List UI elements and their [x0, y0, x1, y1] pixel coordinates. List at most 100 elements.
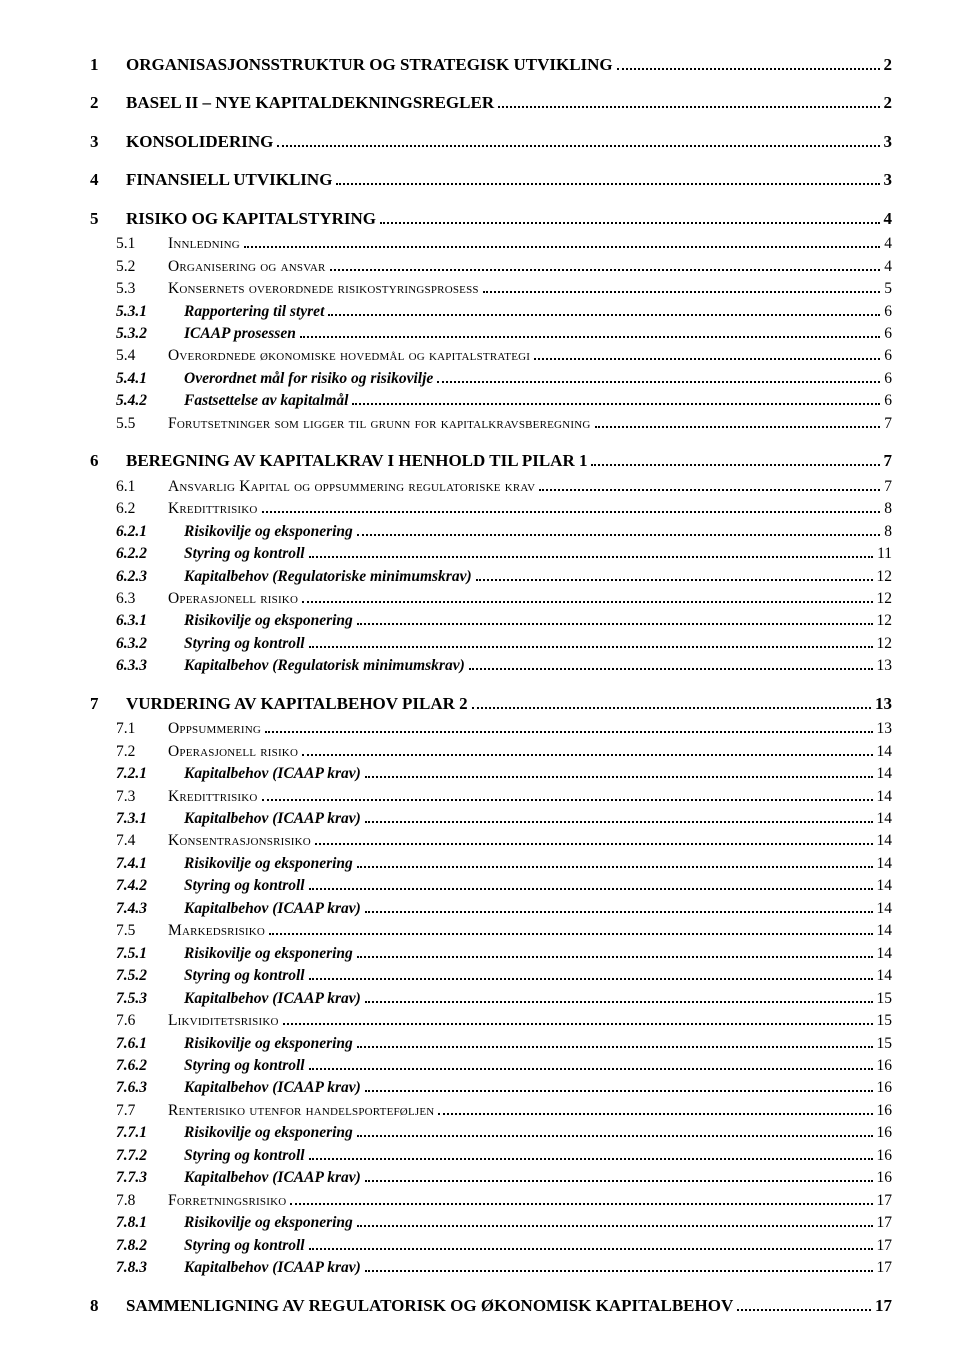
toc-entry-number: 5.3.2 — [116, 324, 184, 344]
toc-entry[interactable]: 4FINANSIELL UTVIKLING3 — [90, 169, 892, 191]
toc-entry-page: 14 — [875, 854, 893, 874]
toc-entry[interactable]: 7VURDERING AV KAPITALBEHOV PILAR 213 — [90, 693, 892, 715]
toc-entry[interactable]: 7.3Kredittrisiko14 — [90, 787, 892, 807]
toc-entry[interactable]: 7.6.1Risikovilje og eksponering15 — [90, 1034, 892, 1054]
toc-entry[interactable]: 7.7.3Kapitalbehov (ICAAP krav)16 — [90, 1168, 892, 1188]
toc-entry[interactable]: 7.8.2Styring og kontroll17 — [90, 1236, 892, 1256]
toc-entry[interactable]: 7.6.3Kapitalbehov (ICAAP krav)16 — [90, 1078, 892, 1098]
toc-entry[interactable]: 6.2.3Kapitalbehov (Regulatoriske minimum… — [90, 567, 892, 587]
toc-entry[interactable]: 5.3Konsernets overordnede risikostyrings… — [90, 279, 892, 299]
toc-entry[interactable]: 6.2.1Risikovilje og eksponering8 — [90, 522, 892, 542]
toc-entry[interactable]: 7.5.3Kapitalbehov (ICAAP krav)15 — [90, 989, 892, 1009]
toc-entry-number: 5.4.1 — [116, 369, 184, 389]
toc-entry[interactable]: 7.7.2Styring og kontroll16 — [90, 1146, 892, 1166]
toc-entry[interactable]: 6.1Ansvarlig Kapital og oppsummering reg… — [90, 477, 892, 497]
toc-leader-dots — [269, 923, 872, 935]
toc-entry-page: 12 — [875, 567, 893, 587]
toc-entry-title: Styring og kontroll — [184, 966, 305, 986]
toc-entry[interactable]: 7.8.1Risikovilje og eksponering17 — [90, 1213, 892, 1233]
toc-entry[interactable]: 7.7.1Risikovilje og eksponering16 — [90, 1123, 892, 1143]
toc-leader-dots — [302, 591, 872, 603]
toc-entry[interactable]: 6.2Kredittrisiko8 — [90, 499, 892, 519]
toc-entry-page: 3 — [882, 169, 893, 191]
toc-entry[interactable]: 7.5.1Risikovilje og eksponering14 — [90, 944, 892, 964]
toc-entry[interactable]: 7.4.3Kapitalbehov (ICAAP krav)14 — [90, 899, 892, 919]
toc-entry[interactable]: 3KONSOLIDERING3 — [90, 131, 892, 153]
toc-entry[interactable]: 7.6.2Styring og kontroll16 — [90, 1056, 892, 1076]
toc-entry-number: 7.8.1 — [116, 1213, 184, 1233]
toc-entry-title: Kapitalbehov (ICAAP krav) — [184, 1078, 361, 1098]
toc-leader-dots — [438, 1103, 872, 1115]
toc-entry-page: 14 — [875, 921, 893, 941]
toc-entry[interactable]: 7.6Likviditetsrisiko15 — [90, 1011, 892, 1031]
toc-entry[interactable]: 7.5.2Styring og kontroll14 — [90, 966, 892, 986]
toc-entry[interactable]: 7.3.1Kapitalbehov (ICAAP krav)14 — [90, 809, 892, 829]
toc-entry-number: 7.4 — [116, 831, 168, 851]
toc-entry-number: 7.8 — [116, 1191, 168, 1211]
toc-leader-dots — [357, 856, 873, 868]
toc-entry[interactable]: 7.8.3Kapitalbehov (ICAAP krav)17 — [90, 1258, 892, 1278]
toc-entry-number: 5.2 — [116, 257, 168, 277]
toc-entry[interactable]: 8SAMMENLIGNING AV REGULATORISK OG ØKONOM… — [90, 1295, 892, 1317]
toc-entry-title: Likviditetsrisiko — [168, 1011, 279, 1031]
toc-leader-dots — [315, 833, 873, 845]
toc-entry-title: Risikovilje og eksponering — [184, 1123, 353, 1143]
toc-entry[interactable]: 5.4.1Overordnet mål for risiko og risiko… — [90, 369, 892, 389]
toc-entry[interactable]: 7.1Oppsummering13 — [90, 719, 892, 739]
toc-leader-dots — [357, 1215, 873, 1227]
toc-entry-title: ICAAP prosessen — [184, 324, 296, 344]
toc-entry[interactable]: 2BASEL II – NYE KAPITALDEKNINGSREGLER2 — [90, 92, 892, 114]
toc-entry[interactable]: 7.8Forretningsrisiko17 — [90, 1191, 892, 1211]
toc-entry[interactable]: 7.7Renterisiko utenfor handelsportefølje… — [90, 1101, 892, 1121]
toc-entry[interactable]: 7.5Markedsrisiko14 — [90, 921, 892, 941]
toc-entry-page: 2 — [882, 54, 893, 76]
toc-entry[interactable]: 7.4.2Styring og kontroll14 — [90, 876, 892, 896]
toc-entry[interactable]: 6BEREGNING AV KAPITALKRAV I HENHOLD TIL … — [90, 450, 892, 472]
toc-entry[interactable]: 5.1Innledning4 — [90, 234, 892, 254]
toc-entry[interactable]: 7.4.1Risikovilje og eksponering14 — [90, 854, 892, 874]
toc-entry[interactable]: 5.5Forutsetninger som ligger til grunn f… — [90, 414, 892, 434]
toc-entry-title: Kapitalbehov (ICAAP krav) — [184, 899, 361, 919]
toc-entry-number: 2 — [90, 92, 126, 114]
toc-entry-title: RISIKO OG KAPITALSTYRING — [126, 208, 376, 230]
toc-entry[interactable]: 1ORGANISASJONSSTRUKTUR OG STRATEGISK UTV… — [90, 54, 892, 76]
toc-entry-number: 7.2.1 — [116, 764, 184, 784]
toc-entry[interactable]: 7.2.1Kapitalbehov (ICAAP krav)14 — [90, 764, 892, 784]
toc-entry-number: 7.5.3 — [116, 989, 184, 1009]
toc-entry-number: 7.4.1 — [116, 854, 184, 874]
toc-leader-dots — [357, 946, 873, 958]
toc-entry-page: 16 — [875, 1123, 893, 1143]
toc-entry[interactable]: 7.4Konsentrasjonsrisiko14 — [90, 831, 892, 851]
toc-entry[interactable]: 5.4Overordnede økonomiske hovedmål og ka… — [90, 346, 892, 366]
toc-entry-title: Oppsummering — [168, 719, 261, 739]
toc-entry-number: 5.4 — [116, 346, 168, 366]
toc-entry-number: 7.6.3 — [116, 1078, 184, 1098]
toc-entry-page: 6 — [882, 391, 892, 411]
toc-entry-title: Kapitalbehov (ICAAP krav) — [184, 809, 361, 829]
toc-leader-dots — [300, 326, 880, 338]
toc-entry[interactable]: 5.4.2Fastsettelse av kapitalmål6 — [90, 391, 892, 411]
toc-entry-title: Kapitalbehov (ICAAP krav) — [184, 1258, 361, 1278]
toc-entry[interactable]: 6.2.2Styring og kontroll11 — [90, 544, 892, 564]
toc-leader-dots — [309, 878, 873, 890]
toc-entry[interactable]: 5RISIKO OG KAPITALSTYRING4 — [90, 208, 892, 230]
toc-entry-title: Styring og kontroll — [184, 1056, 305, 1076]
toc-entry[interactable]: 5.3.2ICAAP prosessen6 — [90, 324, 892, 344]
toc-entry-title: Risikovilje og eksponering — [184, 522, 353, 542]
toc-entry[interactable]: 5.3.1Rapportering til styret6 — [90, 302, 892, 322]
toc-entry[interactable]: 7.2Operasjonell risiko14 — [90, 742, 892, 762]
toc-leader-dots — [309, 1238, 873, 1250]
toc-entry-title: Kapitalbehov (Regulatoriske minimumskrav… — [184, 567, 472, 587]
toc-entry-number: 7.8.3 — [116, 1258, 184, 1278]
toc-leader-dots — [617, 57, 880, 70]
toc-entry-title: Kapitalbehov (ICAAP krav) — [184, 1168, 361, 1188]
toc-entry[interactable]: 5.2Organisering og ansvar4 — [90, 257, 892, 277]
toc-entry[interactable]: 6.3Operasjonell risiko12 — [90, 589, 892, 609]
toc-entry[interactable]: 6.3.2Styring og kontroll12 — [90, 634, 892, 654]
toc-entry-title: Konsernets overordnede risikostyringspro… — [168, 279, 479, 299]
toc-entry-number: 6.2 — [116, 499, 168, 519]
toc-entry[interactable]: 6.3.3Kapitalbehov (Regulatorisk minimums… — [90, 656, 892, 676]
toc-leader-dots — [365, 901, 873, 913]
toc-entry-page: 6 — [882, 346, 892, 366]
toc-entry[interactable]: 6.3.1Risikovilje og eksponering12 — [90, 611, 892, 631]
